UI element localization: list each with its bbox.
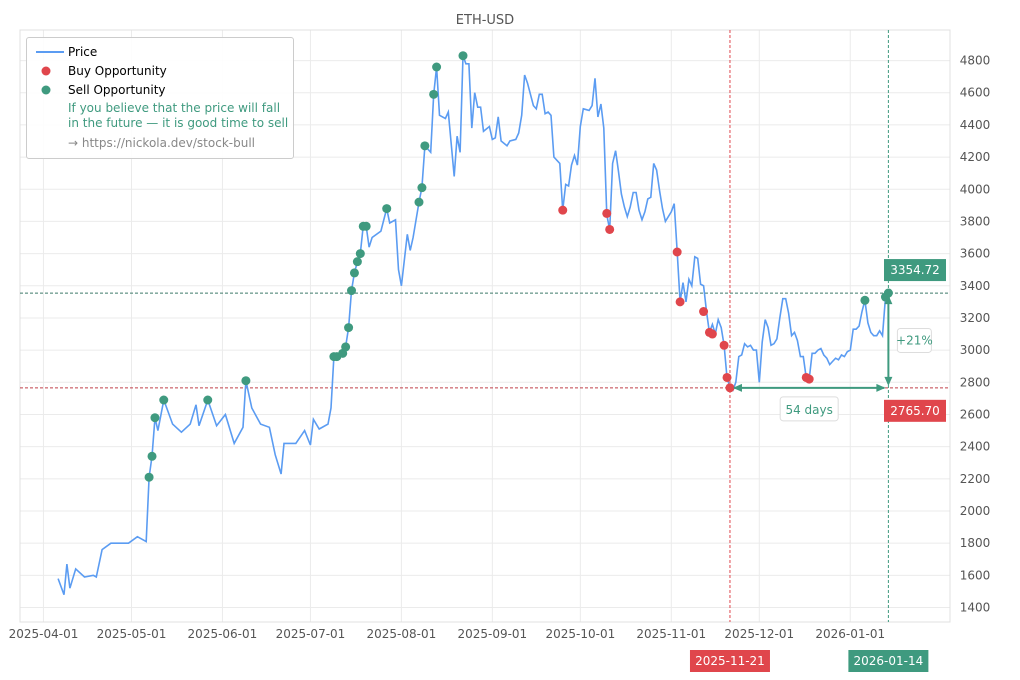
sell-dot (349, 268, 359, 278)
legend-link[interactable]: → https://nickola.dev/stock-bull (68, 136, 255, 150)
sell-dot (883, 288, 893, 298)
x-tick-label: 2025-06-01 (188, 627, 258, 641)
buy-price-badge-text: 2765.70 (890, 404, 940, 418)
signal-dots (144, 51, 893, 482)
y-tick-label: 4800 (960, 54, 991, 68)
buy-dot (725, 383, 735, 393)
y-tick-label: 4200 (960, 150, 991, 164)
x-axis: 2025-04-01 2025-05-01 2025-06-01 2025-07-01… (9, 627, 886, 641)
y-tick-label: 2400 (960, 440, 991, 454)
sell-price-badge-text: 3354.72 (890, 263, 940, 277)
y-tick-label: 4400 (960, 118, 991, 132)
x-tick-label: 2025-09-01 (457, 627, 527, 641)
gain-label: +21% (896, 333, 933, 347)
x-tick-label: 2025-08-01 (367, 627, 437, 641)
legend-sell-swatch (41, 85, 51, 95)
y-tick-label: 2600 (960, 407, 991, 421)
legend-sell: Sell Opportunity (68, 83, 166, 97)
x-tick-label: 2025-07-01 (276, 627, 346, 641)
chart-title: ETH-USD (456, 13, 514, 28)
buy-dot (675, 297, 685, 307)
sell-dot (432, 62, 442, 72)
x-tick-label: 2025-11-01 (636, 627, 706, 641)
x-tick-label: 2025-10-01 (545, 627, 615, 641)
y-tick-label: 4600 (960, 86, 991, 100)
y-tick-label: 4000 (960, 182, 991, 196)
sell-dot (420, 141, 430, 151)
legend: Price Buy Opportunity Sell Opportunity I… (26, 37, 294, 159)
buy-dot (707, 329, 717, 339)
buy-dot (605, 224, 615, 234)
sell-dot (458, 51, 468, 61)
y-tick-label: 3000 (960, 343, 991, 357)
legend-buy: Buy Opportunity (68, 64, 167, 78)
sell-dot (355, 249, 365, 259)
y-tick-label: 3600 (960, 247, 991, 261)
sell-dot (159, 395, 169, 405)
annotation-labels: 54 days +21% 3354.72 2765.70 2025-11-21 2026-… (689, 259, 946, 672)
y-tick-label: 1400 (960, 601, 991, 615)
legend-buy-swatch (41, 66, 51, 76)
buy-date-badge-text: 2025-11-21 (695, 654, 765, 668)
x-tick-label: 2026-01-01 (815, 627, 885, 641)
gain-box (896, 327, 932, 353)
sell-dot (144, 472, 154, 482)
sell-dot (417, 183, 427, 193)
sell-dot (203, 395, 213, 405)
legend-note-1: If you believe that the price will fall (68, 101, 281, 115)
x-tick-label: 2025-04-01 (9, 627, 79, 641)
legend-note-2: in the future — it is good time to sell (68, 116, 289, 130)
sell-dot (860, 295, 870, 305)
duration-label: 54 days (785, 403, 832, 417)
sell-price-badge (884, 259, 946, 282)
sell-dot (382, 204, 392, 214)
buy-dot (602, 208, 612, 218)
sell-dot (361, 221, 371, 231)
sell-dot (414, 197, 424, 207)
price-line (57, 55, 890, 595)
duration-box (779, 396, 839, 422)
buy-dot (558, 205, 568, 215)
buy-date-badge (689, 650, 770, 672)
y-tick-label: 3400 (960, 279, 991, 293)
sell-dot (341, 342, 351, 352)
sell-dot (241, 376, 251, 386)
buy-dot (672, 247, 682, 257)
grid (20, 30, 950, 622)
buy-price-badge (884, 399, 946, 422)
y-tick-label: 3200 (960, 311, 991, 325)
plot-frame (19, 29, 951, 623)
sell-dot (429, 89, 439, 99)
y-axis: 1400 1600 1800 2000 2200 2400 2600 2800 3000 3200… (960, 54, 991, 615)
buy-dot (804, 374, 814, 384)
sell-dot (347, 286, 357, 296)
y-tick-label: 1600 (960, 568, 991, 582)
buy-dot (719, 340, 729, 350)
sell-dot (344, 323, 354, 333)
buy-dot (699, 307, 709, 317)
sell-dot (352, 257, 362, 267)
y-tick-label: 3800 (960, 214, 991, 228)
legend-price: Price (68, 45, 98, 59)
x-tick-label: 2025-05-01 (97, 627, 167, 641)
sell-dot (150, 413, 160, 423)
buy-dot (722, 372, 732, 382)
y-tick-label: 2200 (960, 472, 991, 486)
x-tick-label: 2025-12-01 (724, 627, 794, 641)
y-tick-label: 2800 (960, 375, 991, 389)
y-tick-label: 1800 (960, 536, 991, 550)
sell-dot (147, 451, 157, 461)
sell-date-badge-text: 2026-01-14 (854, 654, 924, 668)
y-tick-label: 2000 (960, 504, 991, 518)
sell-date-badge (848, 650, 929, 672)
